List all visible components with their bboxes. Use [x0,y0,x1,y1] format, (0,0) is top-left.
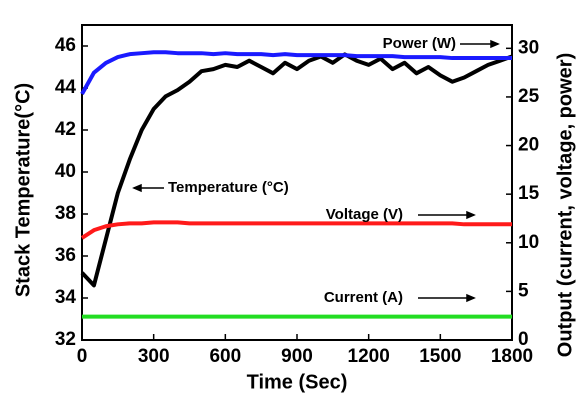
y-tick-label: 34 [55,287,77,308]
y-tick-label: 36 [55,245,76,266]
y2-tick-label: 5 [518,280,529,301]
series-label: Power (W) [383,35,456,52]
series-label: Voltage (V) [326,206,403,223]
y-tick-label: 42 [55,119,76,140]
y2-tick-label: 30 [518,37,539,58]
x-tick-label: 0 [77,346,88,367]
y2-tick-label: 10 [518,232,539,253]
series-line [80,50,512,96]
x-tick-label: 600 [209,346,241,367]
x-tick-label: 300 [138,346,170,367]
x-tick-label: 900 [281,346,313,367]
y2-tick-label: 20 [518,135,539,156]
y-tick-label: 46 [55,35,76,56]
x-axis-label: Time (Sec) [247,371,348,393]
y2-axis-label: Output (current, voltage, power) [554,53,576,357]
y2-tick-label: 25 [518,86,540,107]
x-tick-label: 1200 [348,346,390,367]
x-tick-label: 1500 [419,346,461,367]
y-tick-label: 32 [55,329,76,350]
series-label: Current (A) [324,289,403,306]
series-line [80,52,513,288]
plot-frame [81,24,513,341]
y-tick-label: 40 [55,161,76,182]
y-tick-label: 44 [55,77,77,98]
series-line [80,220,512,240]
annotation-arrows [132,39,500,303]
y-tick-label: 38 [55,203,76,224]
series-label: Temperature (°C) [168,179,289,196]
x-tick-label: 1800 [491,346,533,367]
y2-tick-label: 0 [518,329,529,350]
y-axis-label: Stack Temperature(°C) [12,83,34,297]
y2-tick-label: 15 [518,183,540,204]
